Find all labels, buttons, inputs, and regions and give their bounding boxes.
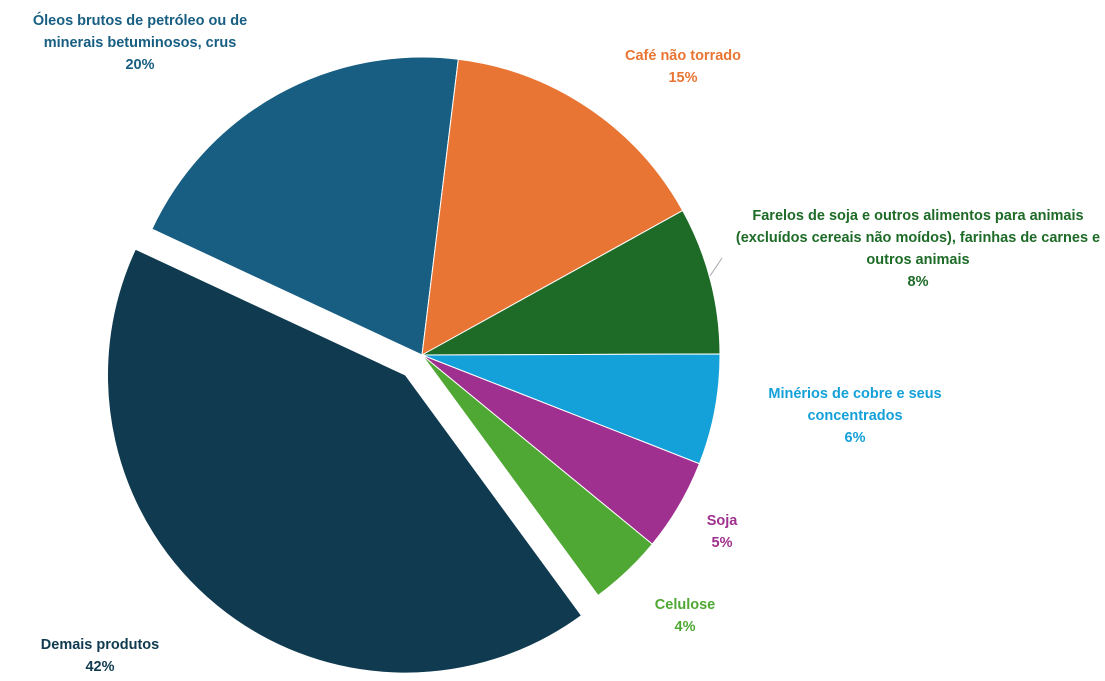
category-label: Farelos de soja e outros alimentos para … (735, 208, 1101, 268)
slice-label: Minérios de cobre e seus concentrados 6% (738, 383, 973, 449)
pie-slice (151, 56, 459, 356)
leader-line (709, 257, 723, 277)
slice-label: Celulose 4% (610, 594, 760, 638)
category-label: Café não torrado (624, 48, 741, 64)
slice-label: Farelos de soja e outros alimentos para … (733, 205, 1103, 293)
category-label: Óleos brutos de petróleo ou de minerais … (32, 13, 248, 51)
category-label: Soja (706, 513, 738, 529)
value-label: 6% (844, 430, 866, 446)
pie-slice (421, 354, 653, 597)
slice-label: Óleos brutos de petróleo ou de minerais … (18, 10, 263, 76)
category-label: Minérios de cobre e seus concentrados (768, 386, 942, 424)
value-label: 8% (907, 274, 929, 290)
value-label: 42% (85, 659, 115, 675)
value-label: 15% (668, 70, 698, 86)
value-label: 20% (125, 57, 155, 73)
pie-slice (107, 248, 583, 674)
category-label: Demais produtos (40, 637, 160, 653)
value-label: 4% (674, 619, 696, 635)
slice-label: Café não torrado 15% (483, 45, 883, 89)
slice-label: Demais produtos 42% (0, 634, 200, 678)
category-label: Celulose (654, 597, 716, 613)
slice-label: Soja 5% (662, 510, 782, 554)
pie-slice (421, 58, 684, 356)
pie-slice (421, 209, 721, 356)
value-label: 5% (711, 535, 733, 551)
